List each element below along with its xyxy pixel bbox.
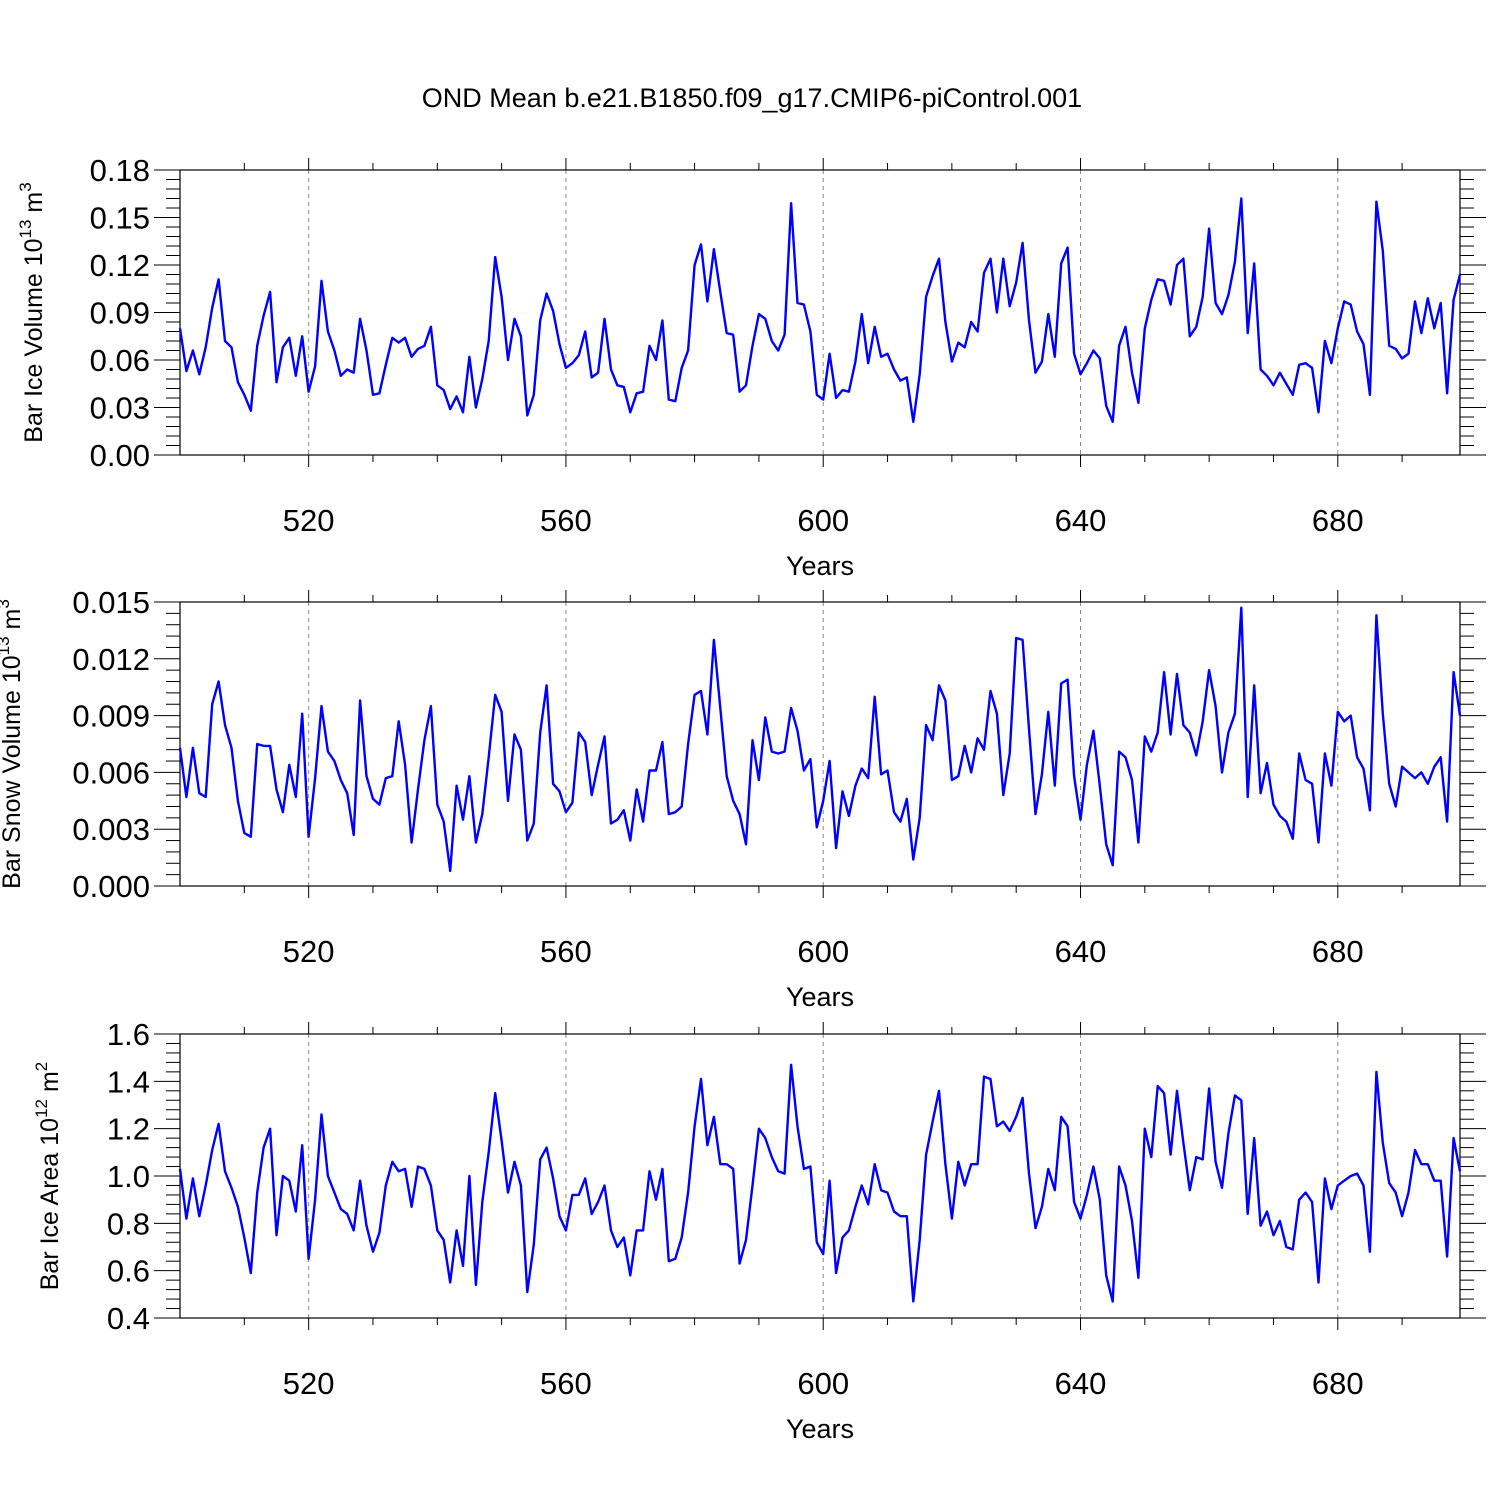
x-tick-label: 600	[797, 1366, 849, 1401]
x-tick-label: 520	[283, 934, 335, 969]
x-tick-label: 680	[1312, 1366, 1364, 1401]
y-tick-label: 1.0	[107, 1159, 150, 1194]
x-tick-label: 560	[540, 934, 592, 969]
x-tick-label: 560	[540, 1366, 592, 1401]
y-tick-label: 1.6	[107, 1017, 150, 1052]
y-axis-label-base: Bar Snow Volume 10	[0, 655, 26, 888]
x-tick-label: 520	[283, 1366, 335, 1401]
x-tick-label: 680	[1312, 503, 1364, 538]
y-axis-label-exponent: 13	[16, 220, 35, 239]
x-tick-label: 520	[283, 503, 335, 538]
series-line	[180, 608, 1460, 871]
y-tick-label: 0.06	[90, 343, 150, 378]
y-axis-label-unit: m	[20, 192, 48, 220]
y-tick-label: 0.12	[90, 248, 150, 283]
x-tick-label: 640	[1055, 503, 1107, 538]
chart-panel-3: 0.4 0.6 0.8 1.0 1.2 1.4 1.6 520 560 600 640 680 Year…	[32, 1017, 1486, 1444]
series-line	[180, 199, 1460, 422]
series-line	[180, 1065, 1460, 1302]
y-tick-label: 0.18	[90, 153, 150, 188]
chart-panel-1: 0.00 0.03 0.06 0.09 0.12 0.15 0.18 520 560 600 640…	[16, 153, 1486, 581]
y-tick-label: 0.15	[90, 201, 150, 236]
x-tick-label: 560	[540, 503, 592, 538]
y-tick-label: 0.003	[72, 812, 150, 847]
y-tick-label: 0.6	[107, 1254, 150, 1289]
y-tick-label: 0.000	[72, 869, 150, 904]
y-tick-label: 0.015	[72, 585, 150, 620]
y-axis-label-base: Bar Ice Volume 10	[20, 238, 48, 442]
y-tick-label: 0.006	[72, 755, 150, 790]
y-tick-label: 0.8	[107, 1206, 150, 1241]
x-axis-label: Years	[786, 982, 854, 1012]
y-tick-label: 0.012	[72, 642, 150, 677]
panels: 0.00 0.03 0.06 0.09 0.12 0.15 0.18 520 560 600 640…	[0, 153, 1486, 1444]
y-tick-label: 1.4	[107, 1064, 150, 1099]
y-axis-label-exponent: 13	[0, 636, 13, 655]
y-tick-label: 0.09	[90, 296, 150, 331]
y-axis-label-unit-exponent: 3	[16, 182, 35, 191]
x-tick-label: 640	[1055, 934, 1107, 969]
y-axis-label: Bar Ice Volume 1013 m3	[16, 182, 48, 442]
x-tick-label: 600	[797, 934, 849, 969]
x-tick-label: 640	[1055, 1366, 1107, 1401]
plot-frame	[180, 602, 1460, 886]
x-axis-label: Years	[786, 1414, 854, 1444]
y-axis-label-exponent: 12	[32, 1099, 51, 1118]
y-axis-label-unit-exponent: 2	[32, 1062, 51, 1071]
y-axis-label-unit: m	[36, 1071, 64, 1099]
x-tick-label: 600	[797, 503, 849, 538]
y-axis-label-base: Bar Ice Area 10	[36, 1118, 64, 1290]
plot-frame	[180, 170, 1460, 455]
chart-panel-2: 0.000 0.003 0.006 0.009 0.012 0.015 520 560 600 6…	[0, 585, 1486, 1012]
y-axis-label: Bar Ice Area 1012 m2	[32, 1062, 64, 1291]
x-axis-label: Years	[786, 551, 854, 581]
y-axis-label-unit-exponent: 3	[0, 599, 13, 608]
y-tick-label: 0.00	[90, 438, 150, 473]
x-tick-label: 680	[1312, 934, 1364, 969]
figure: OND Mean b.e21.B1850.f09_g17.CMIP6-piCon…	[0, 0, 1500, 1500]
y-axis-label: Bar Snow Volume 1013 m3	[0, 599, 26, 889]
y-tick-label: 0.009	[72, 699, 150, 734]
y-tick-label: 0.4	[107, 1301, 150, 1336]
y-axis-label-unit: m	[0, 609, 26, 637]
plot-frame	[180, 1034, 1460, 1318]
y-tick-label: 0.03	[90, 391, 150, 426]
y-tick-label: 1.2	[107, 1112, 150, 1147]
chart-title: OND Mean b.e21.B1850.f09_g17.CMIP6-piCon…	[422, 83, 1082, 113]
